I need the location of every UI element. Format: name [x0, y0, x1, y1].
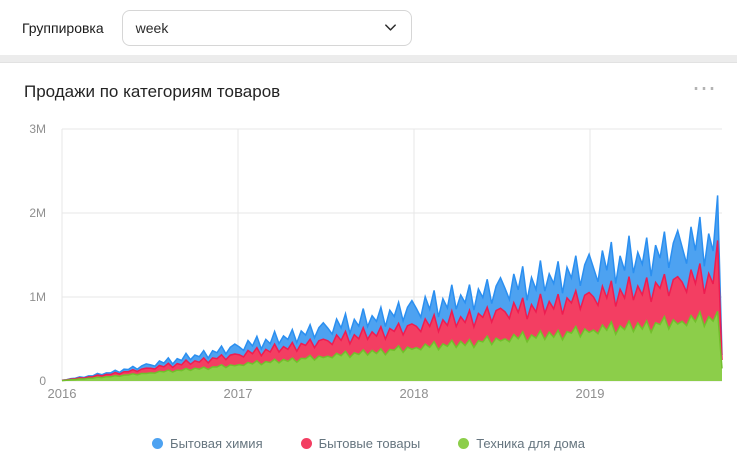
y-axis-tick-label: 2M: [29, 206, 46, 220]
toolbar: Группировка week: [0, 0, 737, 55]
widget-title: Продажи по категориям товаров: [24, 82, 281, 101]
more-options-icon[interactable]: ⋯: [688, 73, 721, 105]
y-axis-tick-label: 3M: [29, 122, 46, 136]
legend-dot: [152, 438, 164, 449]
sales-by-category-chart[interactable]: 0 1M 2M 3M 2016 2017 2018 2019: [0, 119, 737, 409]
x-axis-tick-label: 2017: [224, 386, 253, 401]
chevron-down-icon: [383, 20, 398, 35]
legend-item-1[interactable]: Бытовая химия: [152, 436, 263, 451]
legend-dot: [300, 438, 312, 449]
x-axis-tick-label: 2019: [576, 386, 605, 401]
area-series-Техника для дома[interactable]: [62, 311, 722, 381]
sales-widget-card: Продажи по категориям товаров ⋯ 0 1M 2M 3M 2…: [0, 62, 737, 462]
legend-item-3[interactable]: Техника для дома: [458, 436, 585, 451]
area-series-edge: [61, 240, 723, 382]
legend-label: Бытовые товары: [318, 436, 421, 451]
legend-label: Техника для дома: [476, 436, 585, 451]
chart-legend: Бытовая химия Бытовые товары Техника для д…: [0, 436, 737, 451]
y-axis-tick-label: 1M: [29, 290, 46, 304]
grouping-select[interactable]: week: [121, 9, 412, 46]
area-series-edge: [61, 309, 723, 382]
x-axis-tick-label: 2016: [48, 386, 77, 401]
y-axis-tick-label: 0: [39, 374, 46, 388]
grouping-label: Группировка: [22, 19, 104, 36]
x-axis-tick-label: 2018: [400, 386, 429, 401]
legend-item-2[interactable]: Бытовые товары: [300, 436, 421, 451]
legend-dot: [458, 438, 470, 449]
grouping-select-value: week: [135, 19, 169, 36]
legend-label: Бытовая химия: [170, 436, 263, 451]
area-series-edge: [61, 195, 723, 382]
